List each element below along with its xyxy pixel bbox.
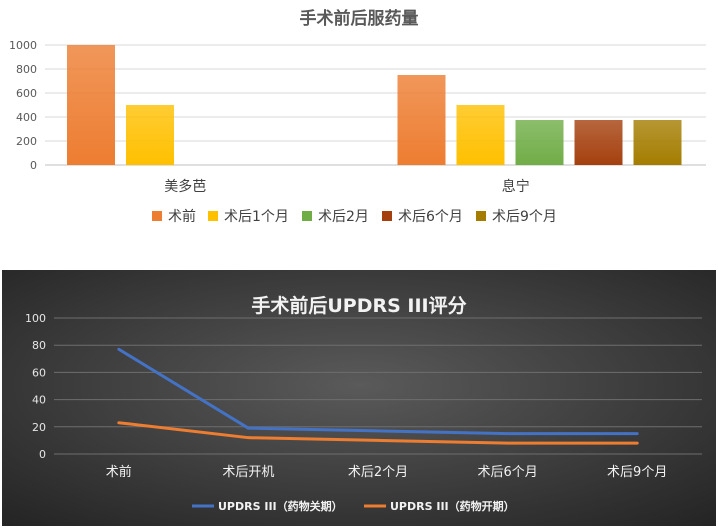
chart2-category-label: 术前 bbox=[106, 464, 132, 480]
chart2-ytick-label: 0 bbox=[39, 448, 46, 461]
chart2-title: 手术前后UPDRS III评分 bbox=[251, 294, 466, 317]
chart2-category-label: 术后2个月 bbox=[348, 465, 408, 480]
chart2-ytick-label: 20 bbox=[32, 421, 46, 434]
chart1-legend-label: 术后2月 bbox=[318, 209, 369, 225]
chart2-background bbox=[2, 270, 716, 526]
chart1-legend-label: 术后6个月 bbox=[398, 209, 463, 225]
chart2-category-label: 术后9个月 bbox=[607, 465, 667, 480]
chart1-legend-swatch bbox=[302, 211, 312, 221]
chart1-ytick-label: 1000 bbox=[9, 39, 37, 52]
chart1-ytick-label: 200 bbox=[16, 135, 37, 148]
chart1-bar bbox=[456, 105, 505, 165]
chart1-bar bbox=[397, 75, 446, 165]
chart1-legend-swatch bbox=[476, 211, 486, 221]
chart1-legend-label: 术后9个月 bbox=[492, 209, 557, 225]
chart2-legend-label: UPDRS III（药物开期） bbox=[390, 499, 515, 513]
medication-bar-chart: 手术前后服药量 0 200 400 600 800 1000 美多芭 息宁 术前 术后1个月 术… bbox=[0, 0, 718, 240]
chart1-ytick-label: 400 bbox=[16, 111, 37, 124]
chart1-title: 手术前后服药量 bbox=[300, 8, 419, 29]
chart1-ytick-label: 600 bbox=[16, 87, 37, 100]
chart1-legend-label: 术后1个月 bbox=[224, 209, 289, 225]
chart1-bar bbox=[633, 120, 682, 165]
chart1-ytick-label: 0 bbox=[30, 159, 37, 172]
chart2-ytick-label: 60 bbox=[32, 366, 46, 379]
chart1-category-label: 息宁 bbox=[502, 178, 530, 195]
chart2-category-label: 术后6个月 bbox=[477, 465, 537, 480]
chart1-legend-swatch bbox=[208, 211, 218, 221]
chart2-ytick-label: 80 bbox=[32, 339, 46, 352]
chart1-bar bbox=[126, 105, 174, 165]
chart2-legend-label: UPDRS III（药物关期） bbox=[218, 499, 343, 513]
chart1-ytick-label: 800 bbox=[16, 63, 37, 76]
chart1-legend-swatch bbox=[382, 211, 392, 221]
updrs-line-chart: 手术前后UPDRS III评分 0 20 40 60 80 100 术前 术后开机 术后2个月… bbox=[2, 270, 716, 526]
chart1-bar bbox=[574, 120, 623, 165]
chart2-series-line bbox=[117, 347, 639, 436]
chart2-ytick-label: 100 bbox=[25, 312, 46, 325]
chart1-category-label: 美多芭 bbox=[164, 178, 206, 195]
chart2-series-line bbox=[117, 421, 639, 445]
chart1-legend-swatch bbox=[152, 211, 162, 221]
chart2-ytick-label: 40 bbox=[32, 394, 46, 407]
chart1-bar bbox=[67, 45, 115, 165]
chart1-legend-label: 术前 bbox=[168, 208, 196, 225]
chart2-category-label: 术后开机 bbox=[222, 465, 274, 480]
chart1-bar bbox=[515, 120, 564, 165]
